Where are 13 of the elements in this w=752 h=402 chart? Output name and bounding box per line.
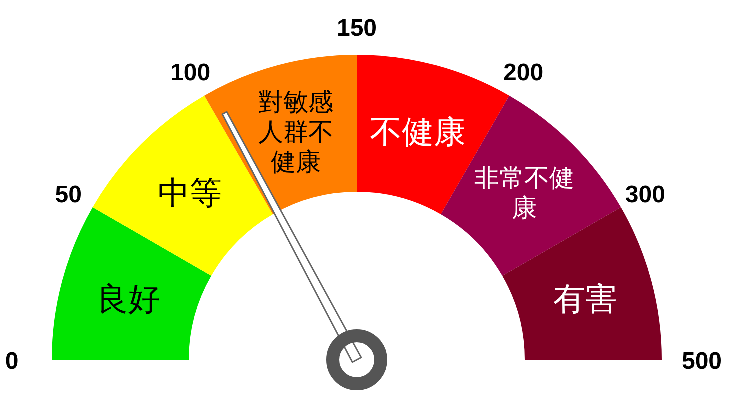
text: 0 [5,348,19,375]
text: 200 [504,60,544,87]
text: 50 [55,181,82,208]
text: 150 [336,15,378,42]
text: 100 [170,60,211,87]
slice-label: 中等 [158,174,222,212]
text: 300 [625,182,666,209]
text: 500 [682,348,722,375]
slice-label: 非常不健康 [474,164,574,223]
slice-label: 良好 [96,280,161,318]
slice-label: 對敏感人群不健康 [258,87,334,176]
slice-label: 有害 [553,280,618,318]
slice-label: 不健康 [370,112,466,151]
